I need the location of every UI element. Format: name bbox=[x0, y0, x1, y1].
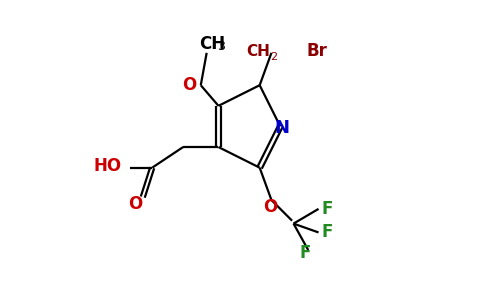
Text: CH: CH bbox=[246, 44, 270, 59]
Text: N: N bbox=[274, 119, 289, 137]
Text: 3: 3 bbox=[217, 40, 225, 53]
Text: O: O bbox=[128, 196, 142, 214]
Text: Br: Br bbox=[307, 42, 328, 60]
Text: O: O bbox=[182, 76, 196, 94]
Text: F: F bbox=[300, 244, 311, 262]
Text: HO: HO bbox=[93, 157, 121, 175]
Text: O: O bbox=[263, 198, 277, 216]
Text: F: F bbox=[321, 224, 333, 242]
Text: F: F bbox=[321, 200, 333, 218]
Text: 2: 2 bbox=[270, 52, 277, 62]
Text: CH: CH bbox=[199, 35, 226, 53]
